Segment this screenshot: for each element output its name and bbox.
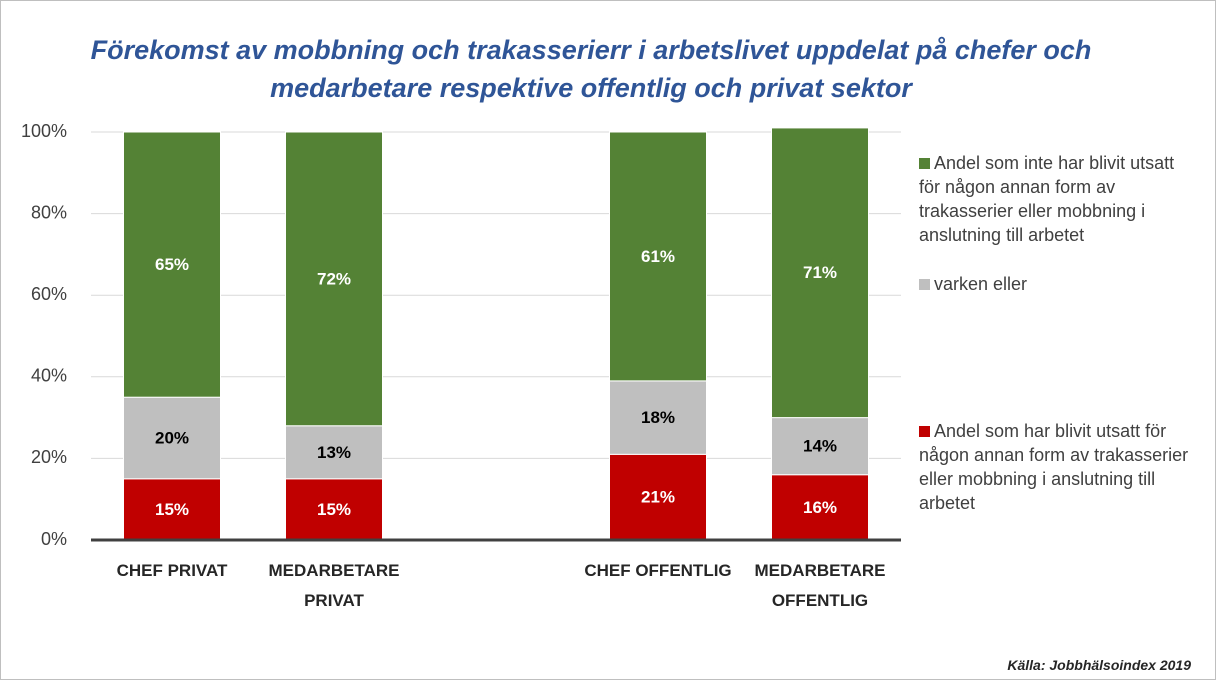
bar-segment xyxy=(609,131,707,382)
data-label: 18% xyxy=(641,408,675,427)
x-tick-label: CHEF OFFENTLIG xyxy=(584,561,732,580)
data-label: 15% xyxy=(317,500,351,519)
bar-segment xyxy=(123,131,221,398)
data-label: 65% xyxy=(155,255,189,274)
y-tick-label: 80% xyxy=(31,202,67,222)
source: Källa: Jobbhälsoindex 2019 xyxy=(1007,657,1191,673)
legend-swatch xyxy=(919,158,930,169)
legend-entry: Andel som inte har blivit utsatt för någ… xyxy=(919,151,1194,247)
data-label: 71% xyxy=(803,263,837,282)
y-tick-label: 0% xyxy=(41,529,67,549)
x-tick-label: MEDARBETARE OFFENTLIG xyxy=(754,561,886,610)
bar-segment xyxy=(771,127,869,419)
data-label: 21% xyxy=(641,488,675,507)
legend-entry: varken eller xyxy=(919,272,1194,296)
legend-entry: Andel som har blivit utsatt för någon an… xyxy=(919,419,1194,515)
y-tick-label: 40% xyxy=(31,366,67,386)
data-label: 72% xyxy=(317,269,351,288)
chart-title: Förekomst av mobbning och trakasserierr … xyxy=(90,35,1092,103)
y-tick-label: 100% xyxy=(21,121,67,141)
legend-swatch xyxy=(919,279,930,290)
data-label: 20% xyxy=(155,428,189,447)
data-label: 13% xyxy=(317,443,351,462)
bar-segment xyxy=(609,453,707,541)
bar-segment xyxy=(285,131,383,427)
data-label: 15% xyxy=(155,500,189,519)
y-tick-label: 20% xyxy=(31,447,67,467)
bar-segment xyxy=(771,417,869,476)
x-tick-label: CHEF PRIVAT xyxy=(116,561,228,580)
bar-segment xyxy=(771,474,869,541)
bar-segment xyxy=(609,380,707,455)
data-label: 14% xyxy=(803,437,837,456)
bar-segment xyxy=(285,425,383,480)
legend-label: Andel som har blivit utsatt för någon an… xyxy=(919,421,1189,513)
legend-label: Andel som inte har blivit utsatt för någ… xyxy=(919,153,1175,245)
x-tick-label: MEDARBETARE PRIVAT xyxy=(268,561,400,610)
bar-segment xyxy=(123,396,221,480)
y-tick-label: 60% xyxy=(31,284,67,304)
data-label: 16% xyxy=(803,498,837,517)
legend-swatch xyxy=(919,426,930,437)
legend-label: varken eller xyxy=(934,274,1028,294)
data-label: 61% xyxy=(641,247,675,266)
